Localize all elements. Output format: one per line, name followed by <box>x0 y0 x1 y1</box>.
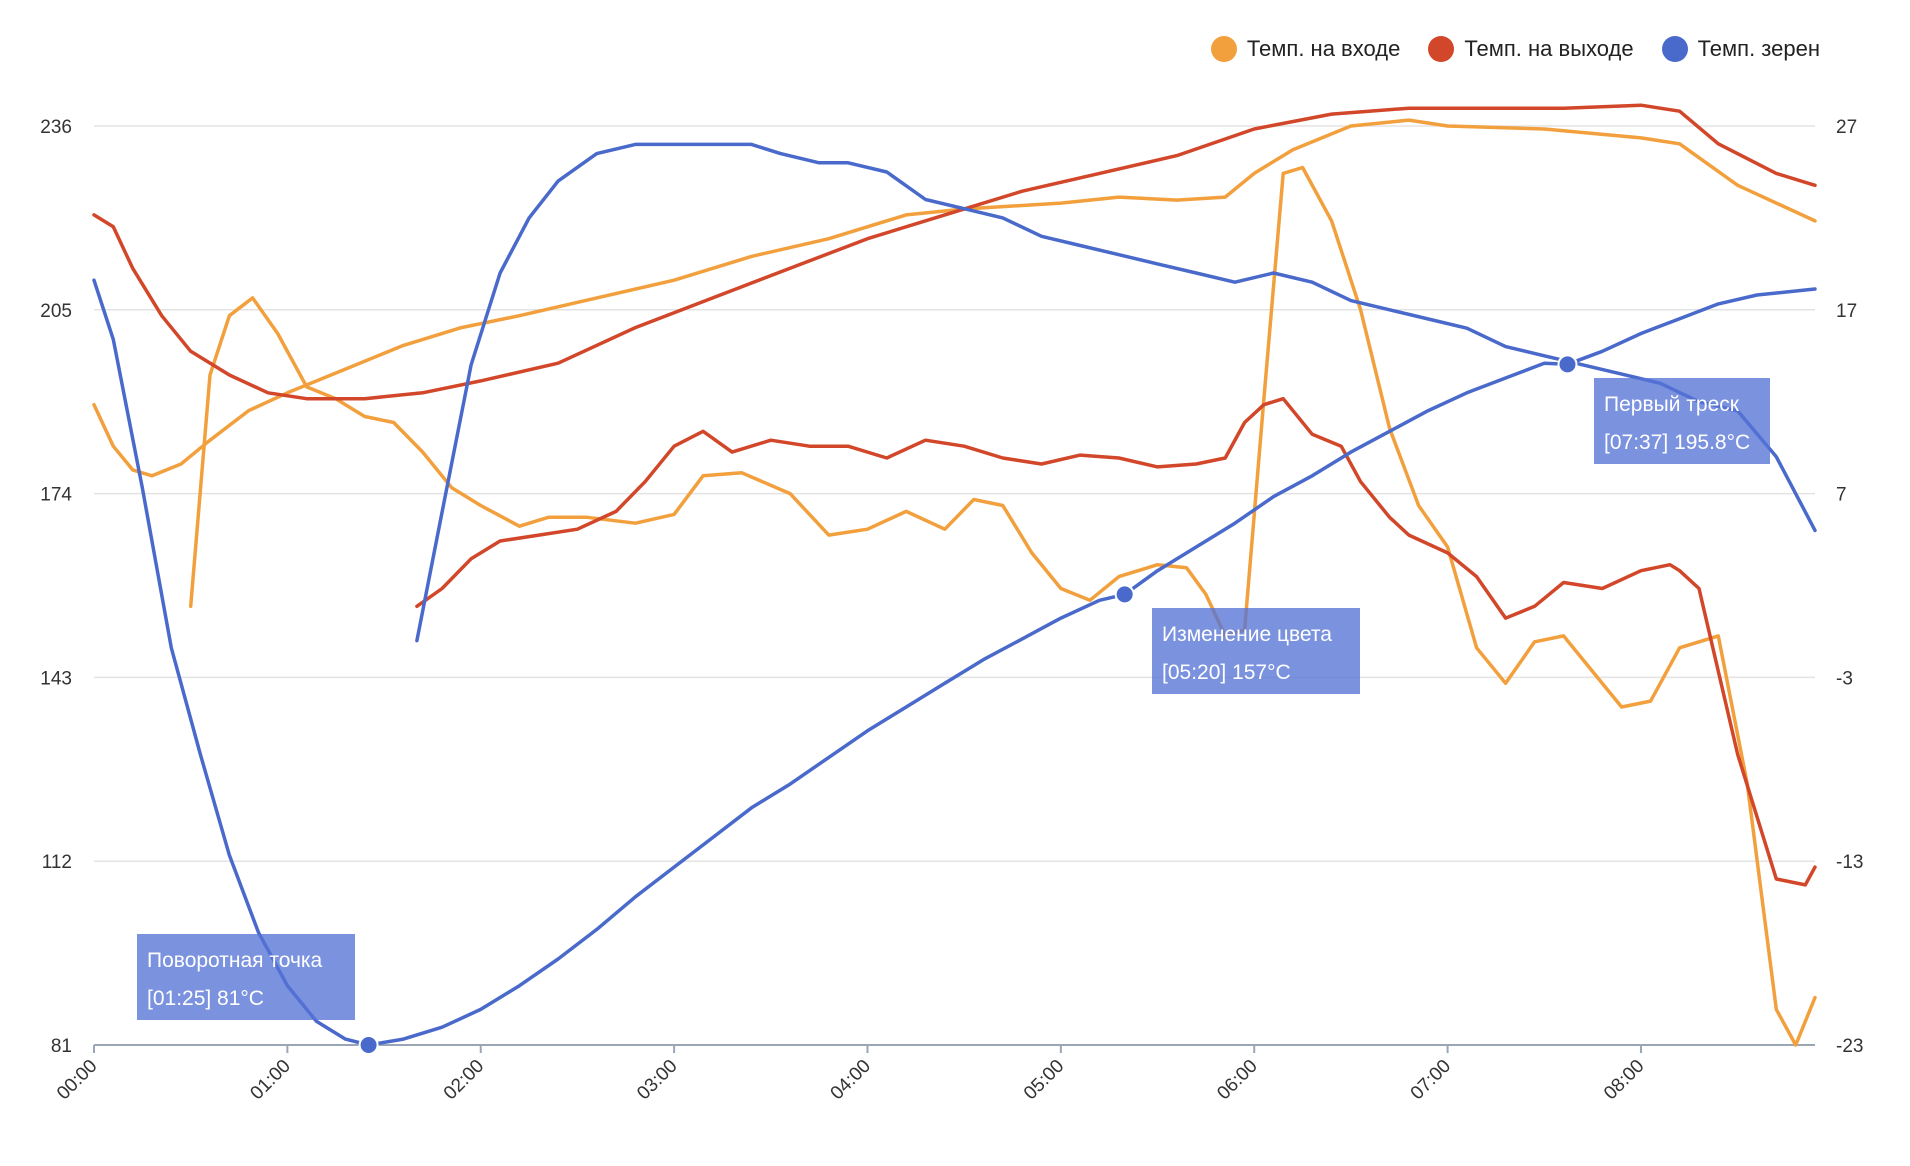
x-tick-label: 03:00 <box>633 1056 681 1104</box>
y-right-tick-label: 27 <box>1836 117 1857 138</box>
legend-item-inlet[interactable]: Темп. на входе <box>1210 36 1401 62</box>
annotation-turning-point: Поворотная точка [01:25] 81°C <box>137 934 355 1020</box>
annotation-turning-point-title: Поворотная точка <box>147 949 323 972</box>
legend-inlet-icon <box>1210 36 1237 62</box>
x-tick-label: 06:00 <box>1213 1056 1261 1104</box>
y-right-tick-label: 7 <box>1836 485 1847 506</box>
legend-inlet-label: Темп. на входе <box>1246 36 1401 61</box>
legend-bean-label: Темп. зерен <box>1697 36 1820 61</box>
y-left-tick-label: 205 <box>40 301 72 322</box>
series-line-4 <box>92 278 371 1047</box>
x-tick-label: 08:00 <box>1600 1056 1648 1104</box>
annotation-turning-point-detail: [01:25] 81°C <box>147 987 264 1010</box>
event-marker <box>358 1035 379 1055</box>
series-line-2 <box>92 103 1817 401</box>
series-line-3 <box>415 396 1817 887</box>
legend-exhaust-label: Темп. на выходе <box>1464 36 1634 61</box>
series-line-1 <box>188 165 1817 1047</box>
annotation-color-change-detail: [05:20] 157°C <box>1162 661 1291 684</box>
x-tick-label: 04:00 <box>827 1056 875 1104</box>
y-right-tick-label: 17 <box>1836 301 1857 322</box>
x-tick-label: 02:00 <box>440 1056 488 1104</box>
legend-exhaust-icon <box>1428 36 1455 62</box>
y-right-tick-label: -13 <box>1836 852 1863 873</box>
y-left-tick-label: 81 <box>51 1036 72 1057</box>
x-tick-label: 00:00 <box>53 1056 101 1104</box>
annotation-color-change: Изменение цвета [05:20] 157°C <box>1152 608 1360 694</box>
y-left-tick-label: 112 <box>42 852 72 873</box>
annotation-first-crack: Первый треск [07:37] 195.8°C <box>1594 378 1770 464</box>
y-left-tick-label: 143 <box>40 668 72 689</box>
event-marker <box>1557 354 1578 375</box>
annotation-first-crack-detail: [07:37] 195.8°C <box>1604 431 1751 454</box>
legend: Темп. на входе Темп. на выходе Темп. зер… <box>1210 36 1820 62</box>
x-tick-label: 05:00 <box>1020 1056 1068 1104</box>
annotation-color-change-title: Изменение цвета <box>1162 623 1332 646</box>
legend-item-exhaust[interactable]: Темп. на выходе <box>1428 36 1634 62</box>
x-tick-label: 01:00 <box>246 1056 294 1104</box>
series-line-0 <box>92 118 1817 478</box>
x-tick-label: 07:00 <box>1407 1056 1455 1104</box>
legend-item-bean[interactable]: Темп. зерен <box>1661 36 1820 62</box>
y-right-tick-label: -3 <box>1836 668 1853 689</box>
event-marker <box>1114 584 1135 605</box>
y-left-tick-label: 236 <box>40 117 72 138</box>
y-left-tick-label: 174 <box>40 485 72 506</box>
annotation-first-crack-title: Первый треск <box>1604 393 1739 416</box>
y-right-tick-label: -23 <box>1836 1036 1863 1057</box>
legend-bean-icon <box>1661 36 1688 62</box>
